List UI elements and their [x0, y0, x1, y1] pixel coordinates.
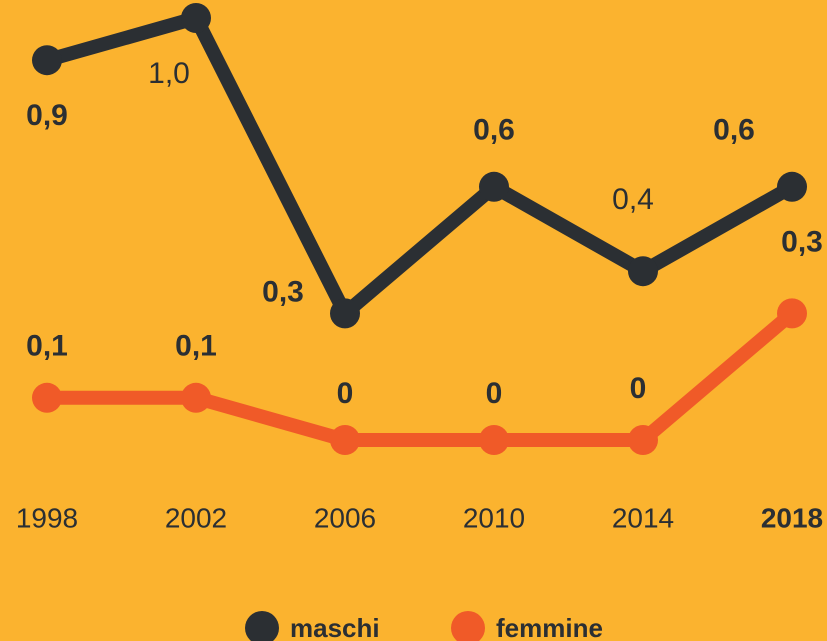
point	[181, 3, 211, 33]
point	[628, 425, 658, 455]
value-label: 0	[486, 377, 503, 410]
value-label: 0	[337, 377, 354, 410]
value-label: 1,0	[148, 57, 190, 90]
series-line	[40, 11, 799, 321]
point	[479, 425, 509, 455]
point	[777, 171, 807, 202]
value-label: 0,6	[473, 114, 515, 147]
legend-label: maschi	[290, 613, 380, 641]
x-tick-label: 2010	[463, 502, 525, 533]
value-label: 0,3	[781, 225, 823, 258]
x-tick-label: 2014	[612, 502, 674, 533]
value-label: 0,1	[26, 330, 68, 363]
series-line	[40, 306, 799, 447]
value-label: 0,3	[262, 275, 304, 308]
point	[628, 256, 658, 287]
value-label: 0,4	[612, 183, 654, 216]
point	[181, 382, 211, 413]
point	[479, 171, 509, 202]
point	[330, 298, 360, 329]
value-label: 0,6	[713, 114, 755, 147]
legend-swatch	[451, 611, 485, 641]
point	[32, 45, 62, 76]
x-tick-label: 2002	[165, 502, 227, 533]
x-tick-label: 2006	[314, 502, 376, 533]
point	[32, 382, 62, 413]
point	[330, 425, 360, 455]
x-tick-label: 2018	[761, 502, 823, 533]
value-label: 0,9	[26, 99, 68, 132]
legend-swatch	[245, 611, 279, 641]
value-label: 0	[630, 372, 647, 405]
x-tick-label: 1998	[16, 502, 78, 533]
point	[777, 298, 807, 329]
value-label: 0,1	[175, 330, 217, 363]
legend-label: femmine	[496, 613, 603, 641]
